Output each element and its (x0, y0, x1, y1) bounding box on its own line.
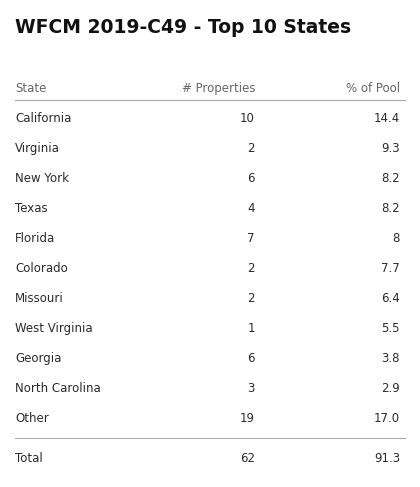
Text: 6.4: 6.4 (381, 292, 400, 305)
Text: Florida: Florida (15, 232, 55, 245)
Text: 3: 3 (248, 382, 255, 395)
Text: 8: 8 (393, 232, 400, 245)
Text: State: State (15, 82, 46, 95)
Text: WFCM 2019-C49 - Top 10 States: WFCM 2019-C49 - Top 10 States (15, 18, 351, 37)
Text: Total: Total (15, 452, 43, 465)
Text: North Carolina: North Carolina (15, 382, 101, 395)
Text: California: California (15, 112, 71, 125)
Text: Georgia: Georgia (15, 352, 61, 365)
Text: Other: Other (15, 412, 49, 425)
Text: 6: 6 (247, 172, 255, 185)
Text: 10: 10 (240, 112, 255, 125)
Text: 2: 2 (247, 262, 255, 275)
Text: 5.5: 5.5 (381, 322, 400, 335)
Text: % of Pool: % of Pool (346, 82, 400, 95)
Text: 3.8: 3.8 (381, 352, 400, 365)
Text: 91.3: 91.3 (374, 452, 400, 465)
Text: 2: 2 (247, 292, 255, 305)
Text: 6: 6 (247, 352, 255, 365)
Text: # Properties: # Properties (181, 82, 255, 95)
Text: 8.2: 8.2 (381, 172, 400, 185)
Text: 14.4: 14.4 (374, 112, 400, 125)
Text: West Virginia: West Virginia (15, 322, 93, 335)
Text: 17.0: 17.0 (374, 412, 400, 425)
Text: New York: New York (15, 172, 69, 185)
Text: Colorado: Colorado (15, 262, 68, 275)
Text: 4: 4 (247, 202, 255, 215)
Text: 62: 62 (240, 452, 255, 465)
Text: 19: 19 (240, 412, 255, 425)
Text: 9.3: 9.3 (381, 142, 400, 155)
Text: 1: 1 (247, 322, 255, 335)
Text: 7: 7 (247, 232, 255, 245)
Text: Texas: Texas (15, 202, 47, 215)
Text: 7.7: 7.7 (381, 262, 400, 275)
Text: 2.9: 2.9 (381, 382, 400, 395)
Text: 2: 2 (247, 142, 255, 155)
Text: Virginia: Virginia (15, 142, 60, 155)
Text: 8.2: 8.2 (381, 202, 400, 215)
Text: Missouri: Missouri (15, 292, 64, 305)
